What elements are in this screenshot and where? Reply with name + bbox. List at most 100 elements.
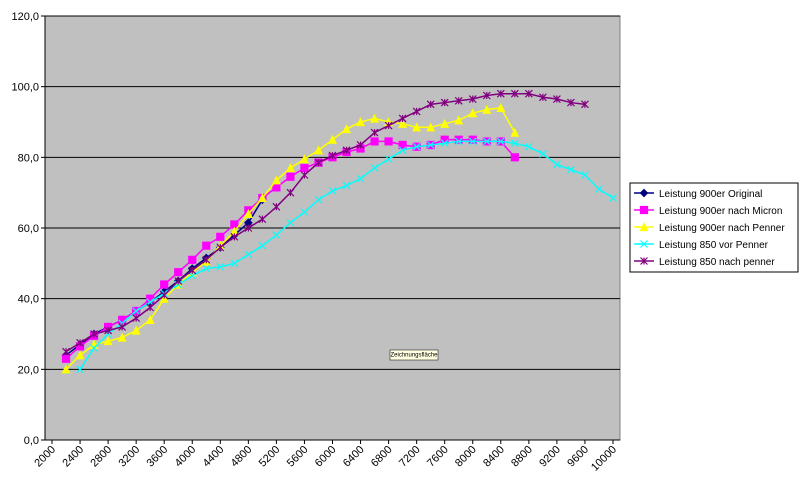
marker [132,314,141,323]
y-tick-label: 80,0 [18,152,39,164]
x-tick-label: 3200 [116,444,142,470]
marker [299,154,309,164]
x-tick-label: 5600 [285,444,311,470]
x-tick-label: 7600 [425,444,451,470]
marker [258,215,267,224]
y-tick-label: 40,0 [18,294,39,306]
marker [314,145,323,155]
tooltip: Zeichnungsfläche [390,353,438,359]
marker [62,347,70,356]
marker [103,336,113,346]
marker [159,293,169,303]
x-tick-label: 2400 [60,444,86,470]
y-tick-label: 60,0 [18,223,39,235]
marker [356,141,365,149]
marker [132,307,141,315]
marker [496,103,506,112]
marker [595,185,603,194]
marker [440,139,449,148]
legend-label: Leistung 900er nach Penner [659,223,785,234]
legend-label: Leistung 900er nach Micron [659,206,782,217]
marker [202,264,211,273]
x-tick-label: 2000 [32,444,58,470]
marker [510,89,519,98]
x-tick-label: 4400 [201,444,227,470]
marker [174,268,183,277]
x-tick-label: 9600 [565,444,591,470]
marker [398,114,407,123]
marker [454,115,464,125]
marker [566,98,575,107]
marker [272,183,281,192]
marker [384,121,393,130]
marker [412,142,421,151]
x-tick-label: 6400 [341,444,367,470]
marker [356,117,366,127]
marker [314,195,323,204]
marker [496,137,505,146]
marker [482,104,492,114]
marker [426,141,435,149]
marker [118,323,127,331]
marker [639,188,649,198]
marker [202,255,211,264]
marker [639,222,649,232]
marker [300,163,309,173]
marker [314,158,323,167]
marker [426,122,436,132]
marker [342,124,351,134]
x-tick-label: 6800 [369,444,395,470]
marker [188,266,197,275]
marker [398,118,408,128]
marker [552,160,561,169]
marker [300,171,309,179]
legend [629,182,799,273]
marker [90,344,99,353]
marker [286,172,295,181]
marker [356,174,365,183]
marker [412,107,421,116]
marker [286,188,295,197]
x-tick-label: 6000 [313,444,339,470]
marker [216,232,225,241]
x-tick-label: 8000 [453,444,479,470]
marker [272,202,281,211]
marker [188,255,197,264]
marker [398,140,407,150]
marker [202,241,211,250]
marker [581,171,589,179]
marker [468,95,477,103]
marker [146,303,155,312]
marker [370,164,379,172]
marker [230,259,239,268]
y-tick-label: 20,0 [18,364,39,376]
marker [496,89,505,98]
marker [258,241,267,250]
marker [300,208,309,217]
marker [160,291,169,300]
marker [639,205,649,215]
tooltip-box [389,349,439,361]
marker [328,134,337,144]
marker [440,118,450,128]
marker [640,257,648,265]
marker [257,193,267,203]
marker [90,330,99,338]
marker [145,315,155,324]
marker [117,332,127,342]
marker [174,277,183,285]
marker [230,232,239,241]
marker [609,194,617,202]
marker [384,155,393,164]
marker [426,100,435,109]
x-tick-label: 2800 [88,444,114,470]
marker [243,209,253,218]
marker [384,137,393,146]
x-tick-label: 4800 [229,444,255,470]
x-tick-label: 5200 [257,444,283,470]
marker [370,113,380,123]
marker [286,218,295,227]
legend-label: Leistung 850 nach penner [659,257,775,268]
